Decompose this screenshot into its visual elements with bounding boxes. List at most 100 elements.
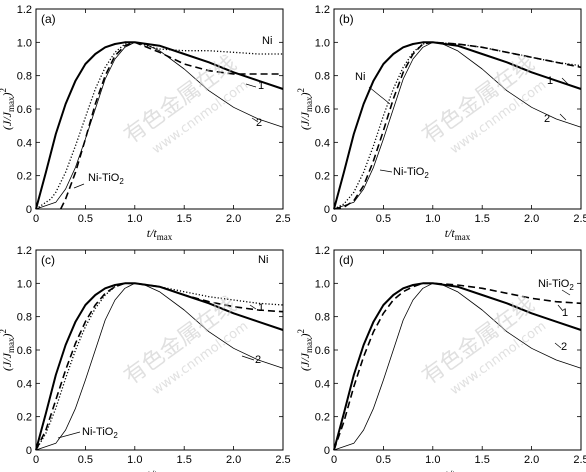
x-tick-label: 2.5	[275, 454, 290, 466]
x-tick-label: 0.5	[78, 213, 93, 225]
x-tick-label: 1.5	[475, 213, 490, 225]
series-line-1	[35, 41, 284, 210]
y-tick-label: 0.4	[315, 378, 330, 390]
series-label-1: 1	[562, 307, 568, 319]
x-tick-label: 2.5	[573, 213, 586, 225]
series-label-1: 1	[258, 302, 264, 314]
y-axis-label: (J/Jmax)2	[0, 88, 16, 130]
series-label-ni-tio2: Ni-TiO2	[82, 426, 118, 440]
y-tick-label: 0.6	[17, 345, 32, 357]
series-line-2	[333, 41, 582, 210]
y-tick-label: 0.4	[17, 378, 32, 390]
panel-label: (d)	[339, 253, 354, 267]
y-axis-label: (J/Jmax)2	[0, 329, 16, 371]
label-leader	[554, 342, 562, 349]
label-leader	[249, 304, 257, 310]
series-label-2: 2	[544, 113, 550, 125]
y-tick-label: 1.0	[315, 278, 330, 290]
y-tick-label: 0.8	[315, 312, 330, 324]
label-leader	[251, 117, 259, 123]
x-tick-label: 0.5	[376, 454, 391, 466]
y-tick-label: 0.6	[17, 104, 32, 116]
y-axis-label: (J/Jmax)2	[296, 329, 314, 371]
label-leader	[561, 77, 569, 85]
series-label-ni: Ni	[262, 35, 272, 47]
series-label-1: 1	[258, 80, 264, 92]
x-axis-label: t/tmax	[445, 467, 471, 472]
y-tick-label: 0	[26, 204, 32, 216]
y-tick-label: 1.2	[17, 245, 32, 257]
series-label-2: 2	[255, 354, 261, 366]
series-line-2	[35, 282, 284, 451]
x-tick-label: 1.5	[177, 213, 192, 225]
y-tick-label: 0.2	[17, 171, 32, 183]
series-line-ni-tio2	[59, 41, 283, 210]
x-tick-label: 0	[331, 454, 337, 466]
y-tick-label: 0	[26, 445, 32, 457]
series-label-ni-tio2: Ni-TiO2	[88, 172, 124, 186]
y-tick-label: 0.8	[17, 71, 32, 83]
y-tick-label: 0.8	[315, 71, 330, 83]
panel-label: (a)	[41, 12, 56, 26]
x-tick-label: 1.0	[127, 454, 142, 466]
series-line-1	[35, 282, 284, 451]
label-leader	[559, 113, 567, 121]
x-tick-label: 0	[33, 454, 39, 466]
y-tick-label: 0.6	[315, 345, 330, 357]
series-line-1	[333, 282, 582, 451]
y-tick-label: 1.0	[17, 37, 32, 49]
y-axis-label: (J/Jmax)2	[296, 88, 314, 130]
chart-panel-4: 0 0.5 1.0 1.5 2.0 2.5 0 0.2 0.4 0.6 0.8 1.0 1.2 (d) 1 2…	[296, 245, 586, 472]
x-tick-label: 0	[331, 213, 337, 225]
x-tick-label: 1.5	[475, 454, 490, 466]
y-tick-label: 0.4	[17, 137, 32, 149]
series-label-ni: Ni	[258, 254, 268, 266]
series-line-ni-tio2	[333, 282, 582, 451]
x-tick-label: 1.5	[177, 454, 192, 466]
series-label-ni: Ni	[355, 71, 365, 83]
x-tick-label: 1.0	[127, 213, 142, 225]
series-line-ni-tio2	[333, 41, 582, 210]
y-tick-label: 1.2	[315, 4, 330, 16]
x-tick-label: 2.0	[524, 454, 539, 466]
x-tick-label: 2.5	[573, 454, 586, 466]
series-line-1	[333, 41, 582, 210]
chart-panel-3: 0 0.5 1.0 1.5 2.0 2.5 0 0.2 0.4 0.6 0.8 1.0 1.2 (c) 1 2…	[0, 245, 291, 472]
panel-label: (c)	[41, 253, 55, 267]
y-tick-label: 0.2	[315, 412, 330, 424]
y-tick-label: 0.6	[315, 104, 330, 116]
x-axis-label: t/tmax	[445, 226, 471, 242]
y-tick-label: 1.2	[315, 245, 330, 257]
x-tick-label: 2.0	[524, 213, 539, 225]
x-tick-label: 0.5	[78, 454, 93, 466]
chart-panel-2: 0 0.5 1.0 1.5 2.0 2.5 0 0.2 0.4 0.6 0.8 1.0 1.2 (b) 1 2…	[296, 4, 586, 242]
y-tick-label: 0.4	[315, 137, 330, 149]
x-tick-label: 2.5	[275, 213, 290, 225]
label-leader	[379, 169, 393, 173]
y-tick-label: 0.2	[315, 171, 330, 183]
series-label-2: 2	[561, 341, 567, 353]
label-leader	[241, 355, 255, 361]
y-tick-label: 1.0	[17, 278, 32, 290]
label-leader	[561, 289, 571, 296]
y-tick-label: 0.8	[17, 312, 32, 324]
y-tick-label: 1.2	[17, 4, 32, 16]
y-tick-label: 0	[324, 445, 330, 457]
panel-label: (b)	[339, 12, 354, 26]
x-axis-label: t/tmax	[147, 467, 173, 472]
y-tick-label: 0	[324, 204, 330, 216]
series-label-ni-tio2: Ni-TiO2	[393, 166, 429, 180]
series-line-2	[333, 282, 582, 451]
x-tick-label: 1.0	[425, 454, 440, 466]
label-leader	[557, 304, 564, 312]
x-tick-label: 0	[33, 213, 39, 225]
y-tick-label: 1.0	[315, 37, 330, 49]
series-line-ni	[35, 282, 284, 451]
x-tick-label: 2.0	[226, 213, 241, 225]
series-line-ni	[35, 41, 283, 210]
x-tick-label: 2.0	[226, 454, 241, 466]
x-axis-label: t/tmax	[147, 226, 173, 242]
x-tick-label: 0.5	[376, 213, 391, 225]
label-leader	[57, 431, 81, 439]
series-line-2	[35, 41, 284, 210]
